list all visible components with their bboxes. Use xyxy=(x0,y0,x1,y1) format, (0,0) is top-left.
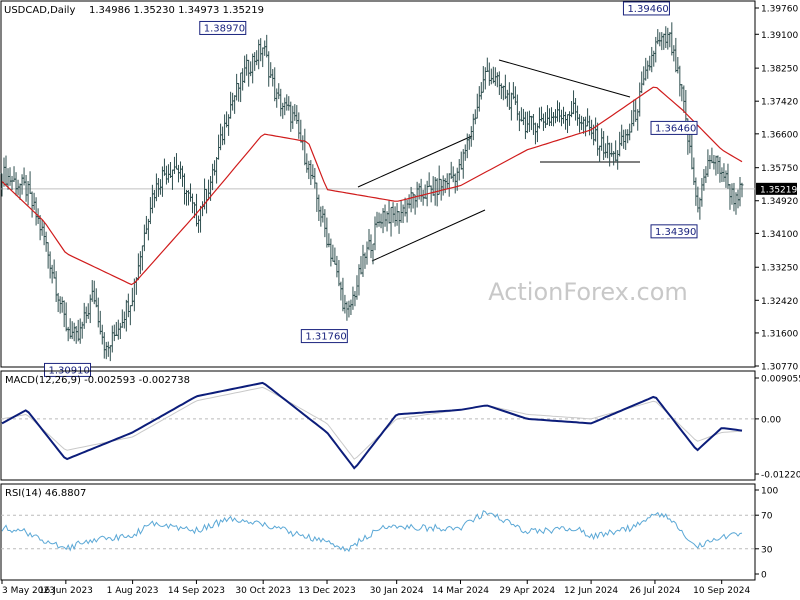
price-tick-label: 1.34100 xyxy=(761,230,798,240)
pivot-label-box xyxy=(44,362,92,377)
pivot-label-box xyxy=(622,1,670,16)
ohlc-text: 1.34986 1.35230 1.34973 1.35219 xyxy=(89,5,264,16)
rsi-line xyxy=(1,510,743,553)
price-bars xyxy=(0,22,744,362)
price-tick-label: 1.31600 xyxy=(761,329,798,339)
time-tick-label: 13 Dec 2023 xyxy=(298,586,356,596)
macd-tick-label: 0.00 xyxy=(761,415,781,425)
price-tick-label: 1.32420 xyxy=(761,297,798,307)
pivot-label-box xyxy=(199,20,247,35)
pivot-label: 1.34390 xyxy=(655,227,696,238)
macd-tick-label: -0.012209 xyxy=(761,471,800,481)
time-tick-label: 12 Jun 2024 xyxy=(564,586,618,596)
rsi-tick-label: 100 xyxy=(761,487,778,497)
macd-line xyxy=(1,381,743,470)
price-axis: 1.39760 1.39100 1.38250 1.37420 1.36600 1.357… xyxy=(755,5,798,373)
time-tick-label: 16 Jun 2023 xyxy=(39,586,93,596)
price-tick-label: 1.36600 xyxy=(761,130,798,140)
macd-label: MACD(12,26,9) -0.002593 -0.002738 xyxy=(5,375,190,386)
last-price-label: 1.35219 xyxy=(760,185,797,195)
macd-frame xyxy=(0,370,756,481)
moving-average-line xyxy=(1,86,743,286)
pivot-label-box xyxy=(300,329,348,344)
pivot-label: 1.31760 xyxy=(305,332,346,343)
last-price-box xyxy=(756,182,797,195)
pivot-label: 1.36460 xyxy=(655,123,696,134)
pivot-label: 1.38970 xyxy=(204,23,245,34)
rsi-pane: RSI(14) 46.8807 100 70 30 0 xyxy=(0,483,778,581)
time-tick-label: 3 May 2023 xyxy=(2,586,55,596)
price-tick-label: 1.39760 xyxy=(761,5,798,15)
time-tick-label: 14 Mar 2024 xyxy=(432,586,489,596)
rsi-label: RSI(14) 46.8807 xyxy=(5,488,86,499)
price-tick-label: 1.34920 xyxy=(761,197,798,207)
macd-pane: MACD(12,26,9) -0.002593 -0.002738 0.0090… xyxy=(0,370,800,481)
price-tick-label: 1.35750 xyxy=(761,164,798,174)
time-tick-label: 30 Oct 2023 xyxy=(235,586,291,596)
price-tick-label: 1.30770 xyxy=(761,363,798,373)
triangle-upper xyxy=(498,59,631,98)
symbol-label: USDCAD,Daily xyxy=(4,5,75,16)
time-tick-label: 1 Aug 2023 xyxy=(107,586,159,596)
pivot-label: 1.39460 xyxy=(627,4,668,15)
price-tick-label: 1.33250 xyxy=(761,264,798,274)
pivot-label-box xyxy=(650,120,698,135)
price-tick-label: 1.37420 xyxy=(761,98,798,108)
ascending-channel-upper xyxy=(357,135,473,188)
rsi-tick-label: 70 xyxy=(761,512,773,522)
price-tick-label: 1.39100 xyxy=(761,31,798,41)
price-tick-label: 1.38250 xyxy=(761,65,798,75)
macd-tick-label: 0.009055 xyxy=(761,375,800,385)
time-tick-label: 14 Sep 2023 xyxy=(168,586,225,596)
channel-lines xyxy=(357,59,640,262)
price-pane: ActionForex.com USDCAD,Daily 1.34986 1.3… xyxy=(0,0,798,377)
rsi-tick-label: 0 xyxy=(761,571,767,581)
rsi-axis: 100 70 30 0 xyxy=(755,487,778,581)
watermark: ActionForex.com xyxy=(488,278,688,306)
time-tick-label: 29 Apr 2024 xyxy=(499,586,555,596)
time-tick-label: 30 Jan 2024 xyxy=(370,586,424,596)
macd-axis: 0.009055 0.00 -0.012209 xyxy=(755,375,800,481)
ascending-channel-lower xyxy=(371,209,486,262)
rsi-tick-label: 30 xyxy=(761,545,773,555)
time-tick-label: 10 Sep 2024 xyxy=(693,586,750,596)
rsi-frame xyxy=(0,483,756,581)
price-frame xyxy=(0,0,756,368)
pivot-label-box xyxy=(650,224,698,239)
time-tick-label: 26 Jul 2024 xyxy=(629,586,680,596)
